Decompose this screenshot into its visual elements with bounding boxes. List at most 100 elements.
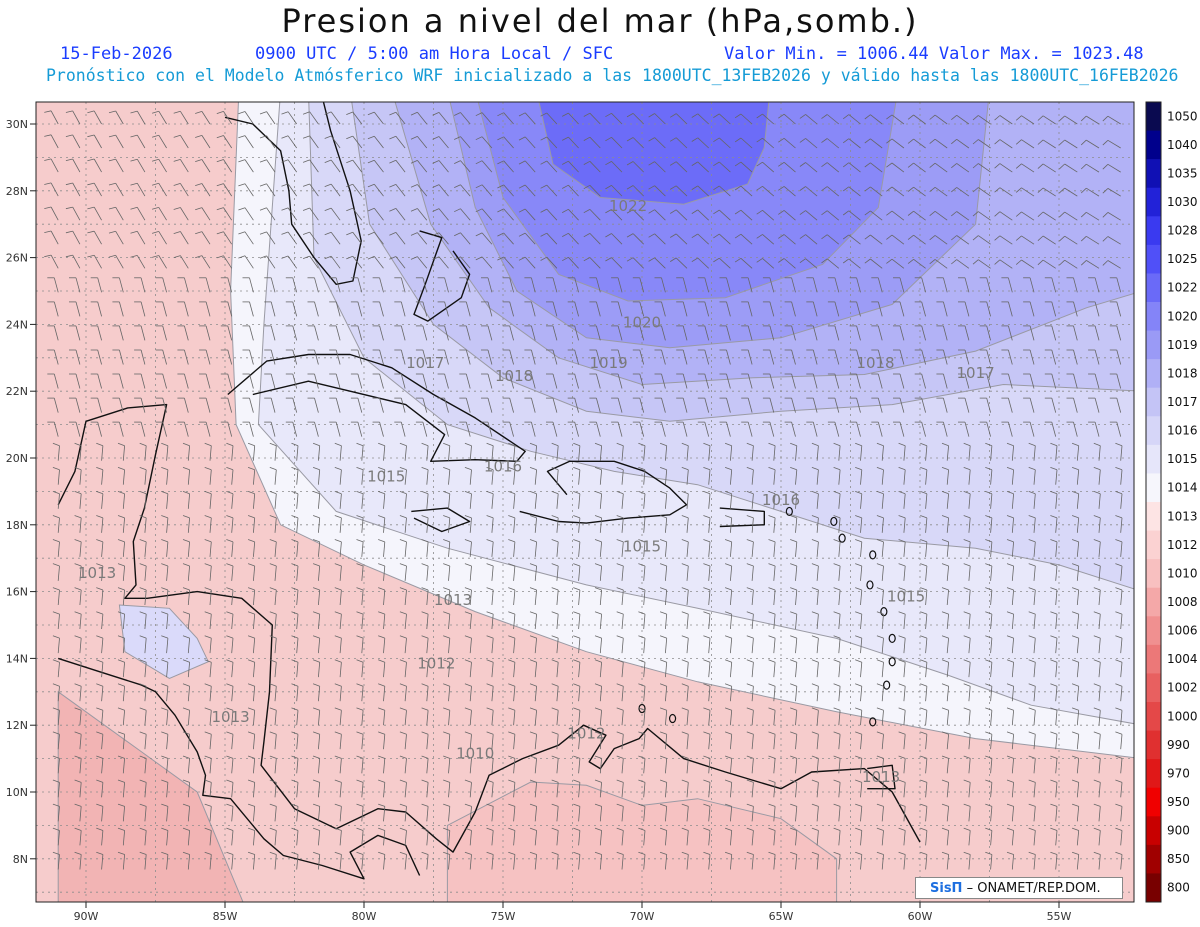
wind-barb — [985, 467, 993, 485]
wind-barb — [659, 611, 668, 630]
wind-barb — [291, 851, 299, 870]
wind-barb — [367, 183, 384, 197]
wind-barb — [464, 779, 472, 798]
wind-barb — [855, 491, 863, 509]
wind-barb — [734, 185, 753, 197]
wind-barb — [389, 111, 406, 125]
wind-barb — [173, 110, 189, 125]
wind-barb — [1093, 467, 1101, 485]
wind-barb — [746, 467, 754, 485]
wind-barb — [893, 349, 905, 365]
wind-barb — [443, 587, 451, 606]
wind-barb — [659, 683, 668, 702]
wind-barb — [811, 515, 819, 533]
wind-barb — [1015, 163, 1035, 173]
wind-barb — [47, 421, 59, 437]
wind-barb — [583, 184, 601, 197]
wind-barb — [784, 277, 796, 293]
wind-barb — [90, 373, 102, 389]
wind-barb — [399, 611, 407, 630]
wind-barb — [529, 442, 537, 461]
contour-label: 1013 — [78, 564, 116, 582]
wind-barb — [139, 779, 147, 798]
wind-barb — [74, 755, 82, 774]
wind-barb — [508, 659, 516, 678]
wind-barb — [454, 208, 471, 221]
colorbar-label: 1040 — [1167, 138, 1198, 152]
wind-barb — [907, 162, 926, 173]
wind-barb — [529, 755, 537, 774]
wind-barb — [985, 659, 993, 678]
wind-barb — [421, 851, 429, 870]
wind-barb — [399, 683, 407, 702]
wind-barb — [1115, 779, 1123, 798]
wind-barb — [302, 135, 319, 149]
wind-barb — [443, 563, 451, 581]
wind-barb — [1015, 115, 1035, 125]
wind-barb — [1093, 635, 1101, 654]
contour-label: 1010 — [456, 745, 494, 763]
map-frame — [35, 101, 1135, 903]
wind-barb — [985, 635, 993, 654]
wind-barb — [69, 397, 81, 413]
wind-barb — [177, 277, 189, 293]
wind-barb — [1093, 803, 1101, 822]
wind-barb — [1115, 539, 1123, 557]
wind-barb — [1059, 187, 1078, 197]
colorbar-label: 1000 — [1167, 709, 1198, 723]
wind-barb — [421, 827, 429, 846]
wind-barb — [481, 397, 493, 413]
wind-barb — [594, 539, 602, 557]
wind-barb — [1028, 683, 1036, 702]
wind-barb — [1071, 611, 1080, 630]
wind-barb — [155, 277, 167, 293]
wind-barb — [907, 186, 926, 197]
wind-barb — [291, 755, 299, 774]
wind-barb — [117, 539, 125, 557]
wind-barb — [626, 257, 644, 269]
wind-barb — [1023, 349, 1035, 365]
wind-barb — [399, 515, 407, 533]
wind-barb — [74, 827, 82, 846]
island — [866, 580, 874, 590]
wind-barb — [898, 587, 906, 606]
wind-barb — [762, 373, 775, 389]
wind-barb — [876, 515, 884, 533]
wind-barb — [806, 301, 818, 317]
wind-barb — [833, 635, 841, 654]
wind-barb — [220, 349, 233, 365]
wind-barb — [497, 232, 514, 245]
wind-barb — [238, 255, 254, 269]
wind-barb — [833, 851, 841, 870]
wind-barb — [681, 515, 689, 533]
wind-barb — [334, 659, 342, 678]
wind-barb — [1080, 163, 1100, 173]
forecast-info: Pronóstico con el Modelo Atmósferico WRF… — [46, 66, 1179, 85]
wind-barb — [876, 707, 884, 726]
wind-barb — [329, 325, 341, 341]
wind-barb — [247, 683, 256, 702]
wind-barb — [827, 277, 840, 293]
wind-barb — [312, 563, 321, 581]
wind-barb — [790, 755, 798, 774]
wind-barb — [139, 442, 147, 461]
wind-barb — [963, 563, 971, 581]
wind-barb — [713, 209, 731, 221]
wind-barb — [1102, 115, 1121, 125]
wind-barb — [65, 230, 81, 245]
wind-barb — [616, 827, 624, 846]
wind-barb — [864, 234, 883, 245]
wind-barb — [616, 442, 624, 461]
wind-barb — [638, 442, 646, 461]
colorbar-label: 1006 — [1167, 624, 1198, 638]
wind-barb — [855, 563, 863, 581]
wind-barb — [958, 397, 970, 413]
wind-barb — [226, 635, 234, 654]
wind-barb — [941, 515, 949, 533]
wind-barb — [1037, 139, 1056, 149]
wind-barb — [929, 114, 948, 125]
wind-barb — [389, 135, 406, 149]
wind-barb — [958, 349, 970, 365]
wind-barb — [108, 254, 124, 269]
wind-barb — [1044, 325, 1057, 341]
